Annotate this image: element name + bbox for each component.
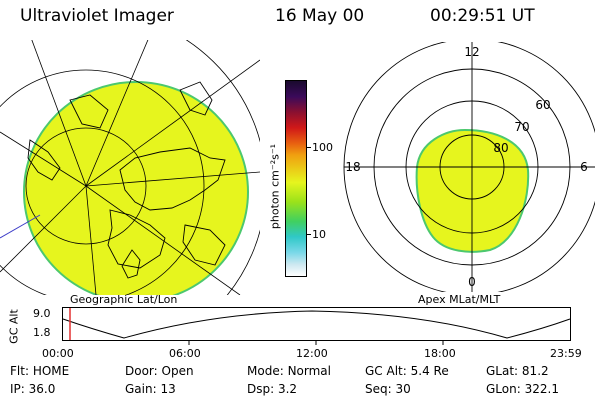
colorbar-tick-10: 10	[312, 228, 326, 241]
mlt-label-6: 6	[580, 160, 588, 174]
image-time: 00:29:51 UT	[430, 6, 535, 26]
mlt-label-12: 12	[464, 45, 479, 59]
status-door: Door: Open	[125, 364, 194, 378]
colorbar-tick-mark	[306, 147, 311, 148]
mlt-label-0: 0	[468, 275, 476, 289]
status-flight: Flt: HOME	[10, 364, 70, 378]
mlat-label-60: 60	[535, 98, 550, 112]
geographic-map	[0, 40, 260, 295]
colorbar	[285, 80, 307, 277]
status-mode: Mode: Normal	[247, 364, 331, 378]
app-title: Ultraviolet Imager	[20, 6, 174, 26]
apex-caption: Apex MLat/MLT	[418, 293, 501, 306]
colorbar-unit-label: photon cm⁻²s⁻¹	[268, 143, 282, 230]
altitude-axis-label: GC Alt	[7, 309, 21, 344]
status-seq: Seq: 30	[365, 382, 411, 396]
altitude-tick-9: 9.0	[33, 307, 51, 320]
status-glat: GLat: 81.2	[486, 364, 549, 378]
image-date: 16 May 00	[275, 6, 365, 26]
mlat-label-80: 80	[493, 141, 508, 155]
geographic-caption: Geographic Lat/Lon	[70, 293, 178, 306]
status-gain: Gain: 13	[125, 382, 176, 396]
time-tick-0600: 06:00	[169, 347, 201, 360]
time-tick-1800: 18:00	[424, 347, 456, 360]
altitude-plot	[62, 307, 571, 345]
time-tick-0000: 00:00	[42, 347, 74, 360]
time-tick-2359: 23:59	[550, 347, 582, 360]
mlt-label-18: 18	[345, 160, 360, 174]
status-gc-alt: GC Alt: 5.4 Re	[365, 364, 449, 378]
status-dsp: Dsp: 3.2	[247, 382, 298, 396]
status-glon: GLon: 322.1	[486, 382, 559, 396]
emission-disc	[23, 81, 249, 295]
colorbar-tick-mark	[306, 234, 311, 235]
colorbar-tick-100: 100	[312, 141, 333, 154]
altitude-tick-1-8: 1.8	[33, 326, 51, 339]
status-ip: IP: 36.0	[10, 382, 56, 396]
mlat-label-70: 70	[514, 120, 529, 134]
polar-mlt-plot: 12 0 18 6 60 70 80	[343, 42, 595, 292]
time-tick-1200: 12:00	[296, 347, 328, 360]
